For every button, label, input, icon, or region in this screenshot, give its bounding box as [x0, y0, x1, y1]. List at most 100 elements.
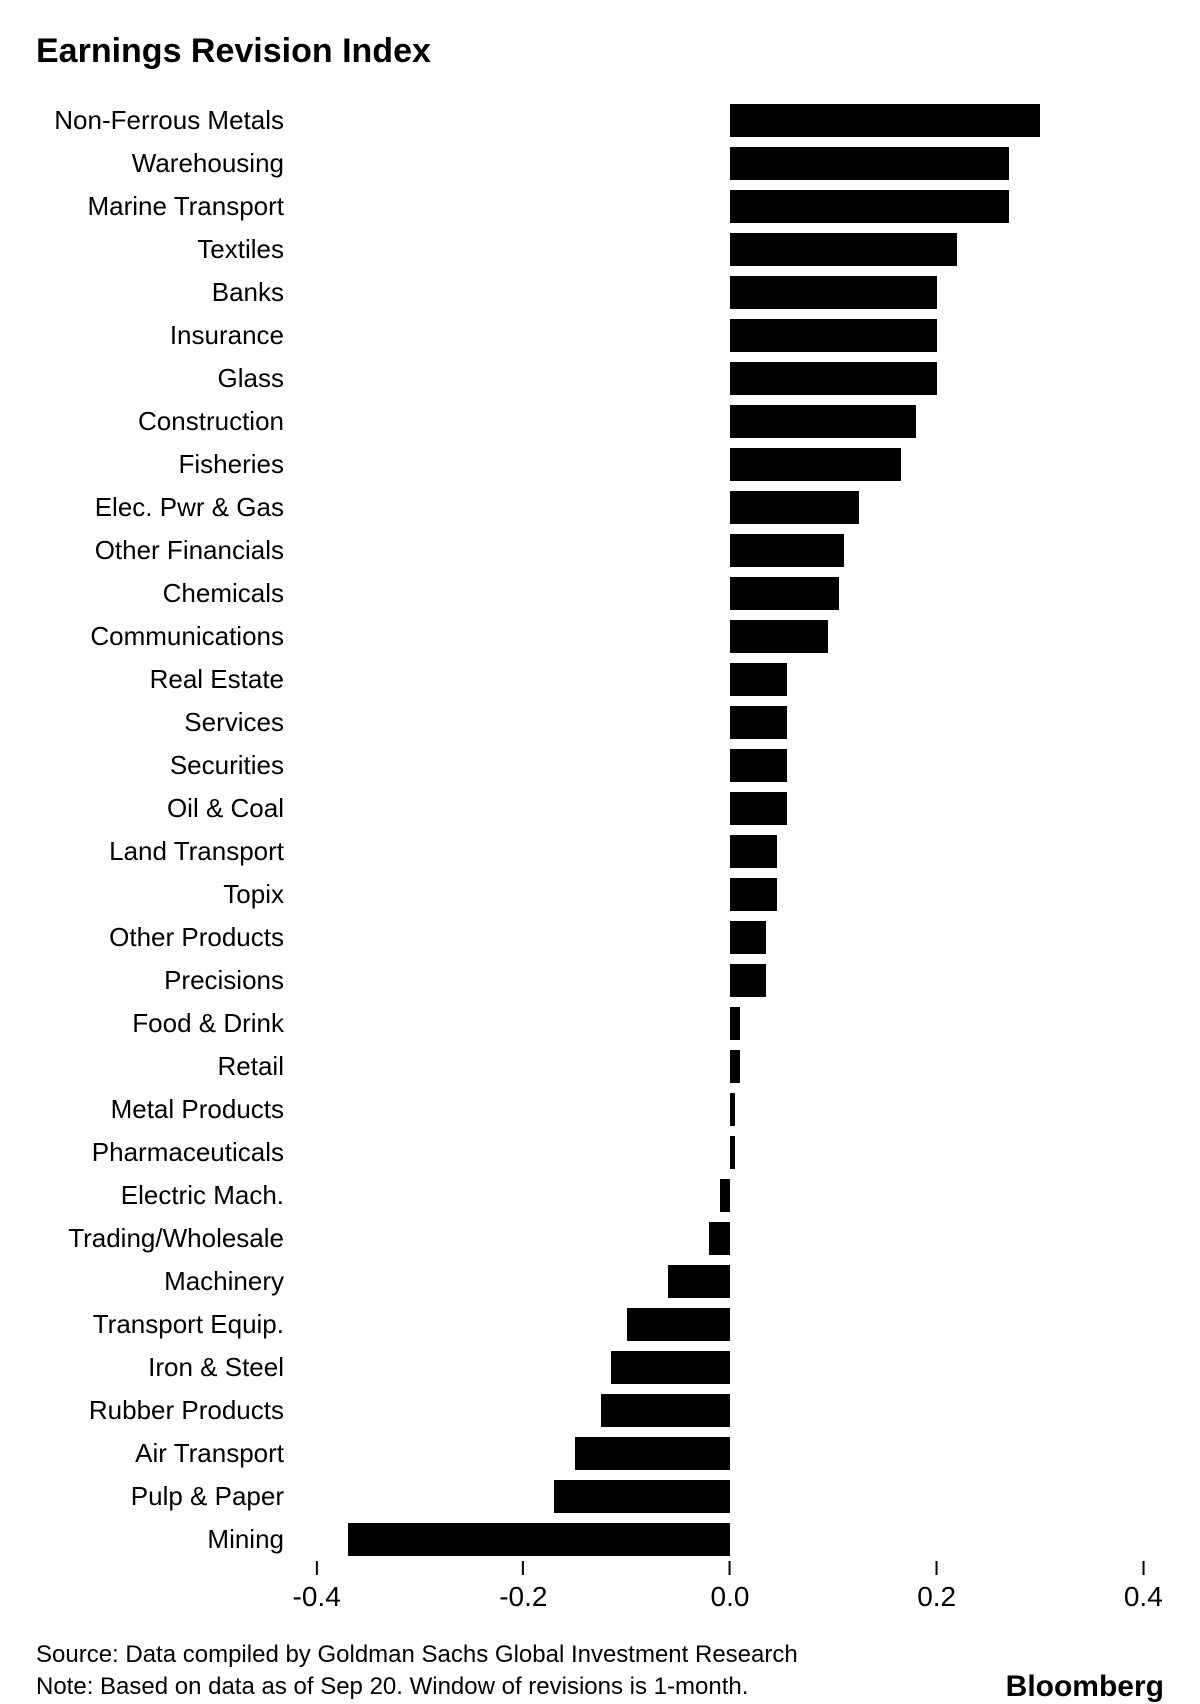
bar-track	[296, 830, 1164, 873]
category-label: Banks	[36, 277, 296, 308]
tick-label: 0.0	[711, 1581, 750, 1613]
bar-row: Textiles	[36, 228, 1164, 271]
bar-row: Machinery	[36, 1260, 1164, 1303]
bar-row: Pharmaceuticals	[36, 1131, 1164, 1174]
tick-mark	[316, 1561, 318, 1575]
bar-track	[296, 1002, 1164, 1045]
tick-mark	[936, 1561, 938, 1575]
bar-row: Securities	[36, 744, 1164, 787]
bar-track	[296, 1475, 1164, 1518]
category-label: Real Estate	[36, 664, 296, 695]
x-tick: 0.2	[917, 1561, 956, 1613]
bar-row: Marine Transport	[36, 185, 1164, 228]
bar-track	[296, 142, 1164, 185]
bar	[730, 792, 787, 824]
bar	[730, 491, 859, 523]
bar-row: Warehousing	[36, 142, 1164, 185]
bar	[730, 577, 839, 609]
bar-row: Construction	[36, 400, 1164, 443]
category-label: Electric Mach.	[36, 1180, 296, 1211]
axis-tick-area: -0.4 -0.2 0.0 0.2 0.4	[296, 1561, 1164, 1631]
category-label: Precisions	[36, 965, 296, 996]
bar	[730, 964, 766, 996]
bar-track	[296, 400, 1164, 443]
bar-row: Glass	[36, 357, 1164, 400]
bar-row: Air Transport	[36, 1432, 1164, 1475]
bar-track	[296, 1045, 1164, 1088]
category-label: Construction	[36, 406, 296, 437]
bar-row: Services	[36, 701, 1164, 744]
bar-track	[296, 185, 1164, 228]
x-tick: -0.2	[499, 1561, 547, 1613]
tick-mark	[522, 1561, 524, 1575]
tick-label: 0.2	[917, 1581, 956, 1613]
bar	[611, 1351, 730, 1383]
bar	[348, 1523, 730, 1555]
tick-label: -0.4	[293, 1581, 341, 1613]
bar-track	[296, 1088, 1164, 1131]
bar-track	[296, 1174, 1164, 1217]
category-label: Transport Equip.	[36, 1309, 296, 1340]
category-label: Topix	[36, 879, 296, 910]
category-label: Pharmaceuticals	[36, 1137, 296, 1168]
bar-track	[296, 486, 1164, 529]
category-label: Elec. Pwr & Gas	[36, 492, 296, 523]
bar	[601, 1394, 730, 1426]
x-tick: 0.4	[1124, 1561, 1163, 1613]
tick-label: 0.4	[1124, 1581, 1163, 1613]
x-axis: -0.4 -0.2 0.0 0.2 0.4	[36, 1561, 1164, 1631]
category-label: Services	[36, 707, 296, 738]
bar	[575, 1437, 730, 1469]
bar-row: Transport Equip.	[36, 1303, 1164, 1346]
bar	[730, 233, 957, 265]
category-label: Iron & Steel	[36, 1352, 296, 1383]
bar-track	[296, 443, 1164, 486]
tick-mark	[1142, 1561, 1144, 1575]
bar-track	[296, 701, 1164, 744]
bar	[730, 1136, 735, 1168]
bar-track	[296, 1217, 1164, 1260]
axis-spacer	[36, 1561, 296, 1631]
bar	[554, 1480, 730, 1512]
chart-title: Earnings Revision Index	[36, 32, 1164, 71]
bar	[730, 1093, 735, 1125]
bar-row: Other Financials	[36, 529, 1164, 572]
bar-row: Chemicals	[36, 572, 1164, 615]
bar-row: Mining	[36, 1518, 1164, 1561]
bar-row: Retail	[36, 1045, 1164, 1088]
bar-row: Trading/Wholesale	[36, 1217, 1164, 1260]
bar-row: Other Products	[36, 916, 1164, 959]
bar-row: Banks	[36, 271, 1164, 314]
x-tick: -0.4	[293, 1561, 341, 1613]
bar	[730, 706, 787, 738]
bar-track	[296, 529, 1164, 572]
bar	[668, 1265, 730, 1297]
bar-row: Insurance	[36, 314, 1164, 357]
bar-track	[296, 314, 1164, 357]
bar-track	[296, 658, 1164, 701]
bar-track	[296, 916, 1164, 959]
bar-track	[296, 99, 1164, 142]
bar-row: Land Transport	[36, 830, 1164, 873]
bar	[720, 1179, 730, 1211]
bar-track	[296, 1432, 1164, 1475]
bar	[730, 620, 828, 652]
bar	[730, 448, 901, 480]
category-label: Securities	[36, 750, 296, 781]
bar-track	[296, 787, 1164, 830]
category-label: Fisheries	[36, 449, 296, 480]
bar-track	[296, 1389, 1164, 1432]
bar	[730, 1050, 740, 1082]
category-label: Rubber Products	[36, 1395, 296, 1426]
bar-track	[296, 873, 1164, 916]
bar-track	[296, 1303, 1164, 1346]
bar	[730, 534, 844, 566]
brand-label: Bloomberg	[1006, 1670, 1164, 1704]
category-label: Metal Products	[36, 1094, 296, 1125]
category-label: Warehousing	[36, 148, 296, 179]
category-label: Air Transport	[36, 1438, 296, 1469]
bar	[730, 1007, 740, 1039]
footer-text: Source: Data compiled by Goldman Sachs G…	[36, 1639, 798, 1704]
chart-area: Non-Ferrous MetalsWarehousingMarine Tran…	[36, 99, 1164, 1631]
category-label: Marine Transport	[36, 191, 296, 222]
